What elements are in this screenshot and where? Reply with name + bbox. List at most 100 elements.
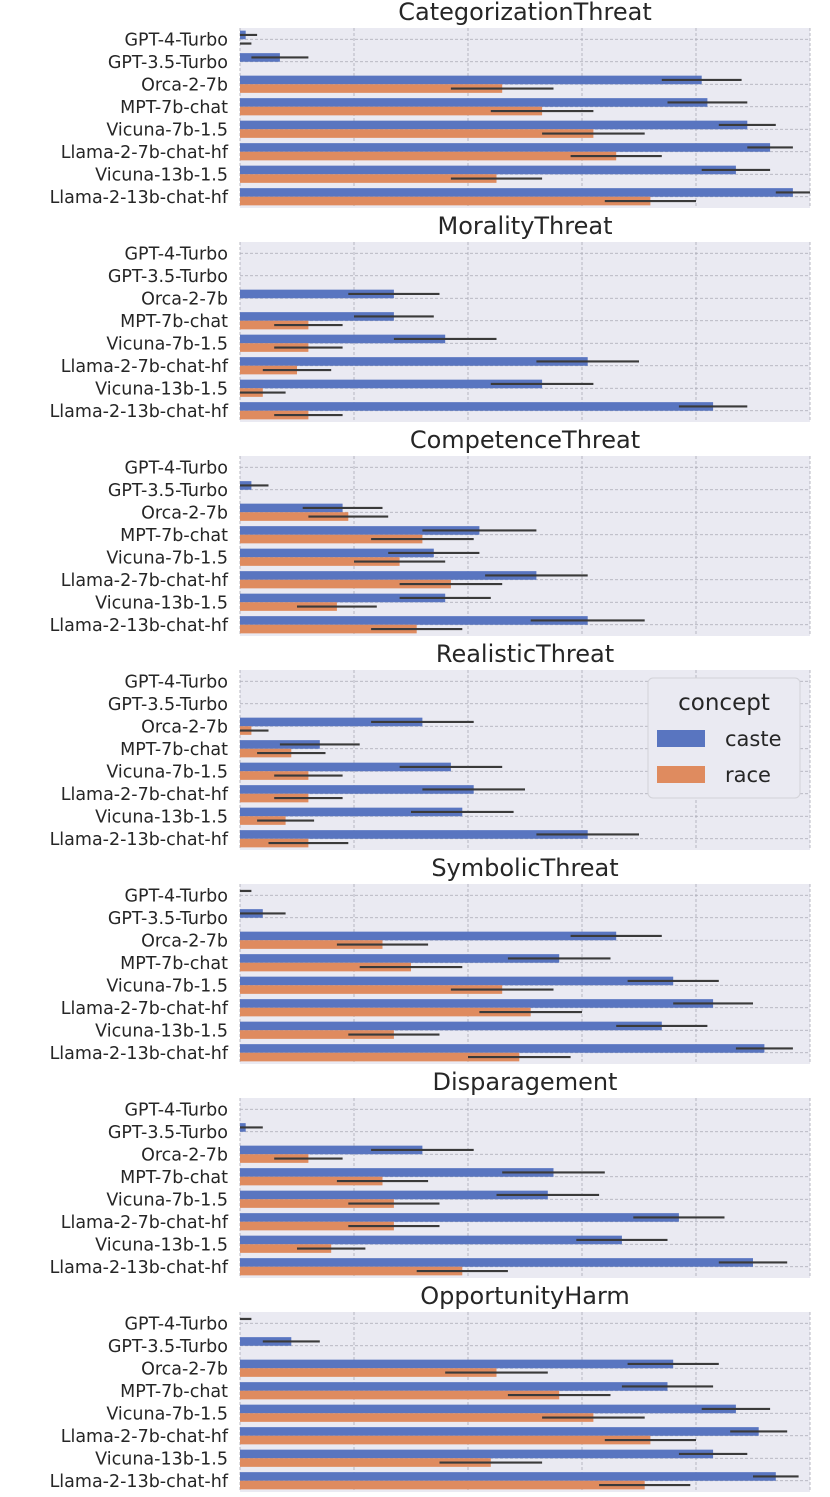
panel-5-category-label: Orca-2-7b [141,931,228,951]
panel-4-caste-bar [240,830,588,839]
panel-7-race-bar [240,1390,560,1400]
panel-3-caste-bar [240,526,480,535]
panel-6-category-label: Llama-2-7b-chat-hf [61,1213,229,1233]
panel-5-category-label: MPT-7b-chat [120,954,228,974]
panel-1-caste-bar [240,98,708,107]
panel-5-race-bar [240,962,411,972]
panel-6-category-label: MPT-7b-chat [120,1168,228,1188]
panel-7-race-bar [240,1368,497,1377]
panel-2-category-label: Vicuna-7b-1.5 [106,334,228,354]
panel-3-caste-bar [240,571,537,580]
panel-7-category-label: Llama-2-13b-chat-hf [50,1472,229,1492]
panel-2-caste-bar [240,402,714,411]
panel-1-caste-bar [240,75,702,85]
panel-4-category-label: MPT-7b-chat [120,740,228,760]
panel-5-caste-bar [240,931,617,941]
legend-label-race: race [725,763,771,787]
panel-6-category-label: GPT-4-Turbo [125,1100,229,1120]
panel-3-race-bar [240,602,337,611]
panel-1-race-bar [240,174,497,183]
panel-2-background [240,242,810,422]
panel-4-caste-bar [240,717,423,727]
panel-2-category-label: MPT-7b-chat [120,312,228,332]
panel-1-category-label: Llama-2-13b-chat-hf [50,188,229,208]
panel-7-race-bar [240,1435,651,1445]
legend-title: concept [678,690,770,716]
panel-3-category-label: GPT-3.5-Turbo [108,481,228,501]
panel-1-race-bar [240,151,617,161]
panel-1-category-label: GPT-4-Turbo [125,30,229,50]
panel-2-title: MoralityThreat [437,212,612,240]
panel-5-category-label: Llama-2-13b-chat-hf [50,1044,229,1064]
panel-3-caste-bar [240,503,343,513]
panel-1-category-label: MPT-7b-chat [120,98,228,118]
panel-6-category-label: GPT-3.5-Turbo [108,1123,228,1143]
panel-7-caste-bar [240,1449,714,1459]
panel-2-category-label: Orca-2-7b [141,289,228,309]
panel-1-category-label: Vicuna-7b-1.5 [106,120,228,140]
panel-4-caste-bar [240,807,463,817]
panel-2-category-label: GPT-3.5-Turbo [108,267,228,287]
panel-2-caste-bar [240,379,543,389]
panel-7-category-label: MPT-7b-chat [120,1382,228,1402]
panel-3-category-label: Orca-2-7b [141,503,228,523]
panel-5-race-bar [240,1052,520,1062]
panel-6-race-bar [240,1221,394,1231]
panel-6-caste-bar [240,1190,548,1200]
panel-5-category-label: Vicuna-13b-1.5 [95,1021,228,1041]
legend-label-caste: caste [725,727,782,751]
panel-1-race-bar [240,196,651,206]
panel-3-caste-bar [240,616,588,625]
panel-5-category-label: Llama-2-7b-chat-hf [61,999,229,1019]
panel-5-race-bar [240,985,503,994]
panel-4-category-label: Vicuna-13b-1.5 [95,807,228,827]
panel-5-category-label: GPT-3.5-Turbo [108,909,228,929]
panel-2-category-label: GPT-4-Turbo [125,244,229,264]
panel-6-category-label: Orca-2-7b [141,1145,228,1165]
panel-1-category-label: Orca-2-7b [141,75,228,95]
panel-7-race-bar [240,1458,491,1467]
panel-1-category-label: Llama-2-7b-chat-hf [61,143,229,163]
panel-1-category-label: Vicuna-13b-1.5 [95,165,228,185]
panel-2-category-label: Vicuna-13b-1.5 [95,379,228,399]
panel-2-caste-bar [240,289,394,299]
panel-4-category-label: GPT-4-Turbo [125,672,229,692]
panel-6-race-bar [240,1266,463,1276]
panel-6-caste-bar [240,1258,753,1267]
panel-6-category-label: Vicuna-7b-1.5 [106,1190,228,1210]
panel-1-title: CategorizationThreat [398,0,651,26]
panel-4-caste-bar [240,762,451,772]
panel-7-category-label: Orca-2-7b [141,1359,228,1379]
panel-1-race-bar [240,106,543,116]
panel-7-caste-bar [240,1404,736,1414]
panel-6-caste-bar [240,1213,679,1222]
panel-2-category-label: Llama-2-13b-chat-hf [50,402,229,422]
panel-6-race-bar [240,1244,332,1253]
panel-1-category-label: GPT-3.5-Turbo [108,53,228,73]
panel-7-category-label: GPT-4-Turbo [125,1314,229,1334]
panel-7-category-label: Llama-2-7b-chat-hf [61,1427,229,1447]
panel-7-race-bar [240,1413,594,1422]
panel-3-race-bar [240,534,423,544]
panel-3-category-label: Vicuna-13b-1.5 [95,593,228,613]
panel-7-race-bar [240,1480,645,1490]
panel-7-title: OpportunityHarm [420,1282,630,1310]
panel-5-category-label: Vicuna-7b-1.5 [106,976,228,996]
panel-1-caste-bar [240,120,748,130]
panel-5-race-bar [240,1007,531,1017]
panel-5-caste-bar [240,954,560,963]
panel-4-category-label: Llama-2-13b-chat-hf [50,830,229,850]
panel-6-category-label: Vicuna-13b-1.5 [95,1235,228,1255]
panel-7-caste-bar [240,1382,668,1391]
panel-6-race-bar [240,1199,394,1208]
panel-6-caste-bar [240,1235,622,1245]
panel-7-caste-bar [240,1472,776,1481]
panel-7-category-label: GPT-3.5-Turbo [108,1337,228,1357]
panel-2-caste-bar [240,357,588,366]
panel-4-caste-bar [240,785,474,794]
panel-3-race-bar [240,512,349,521]
panel-3-caste-bar [240,593,446,603]
panel-7-caste-bar [240,1427,759,1436]
panel-6-category-label: Llama-2-13b-chat-hf [50,1258,229,1278]
panel-3-category-label: Vicuna-7b-1.5 [106,548,228,568]
